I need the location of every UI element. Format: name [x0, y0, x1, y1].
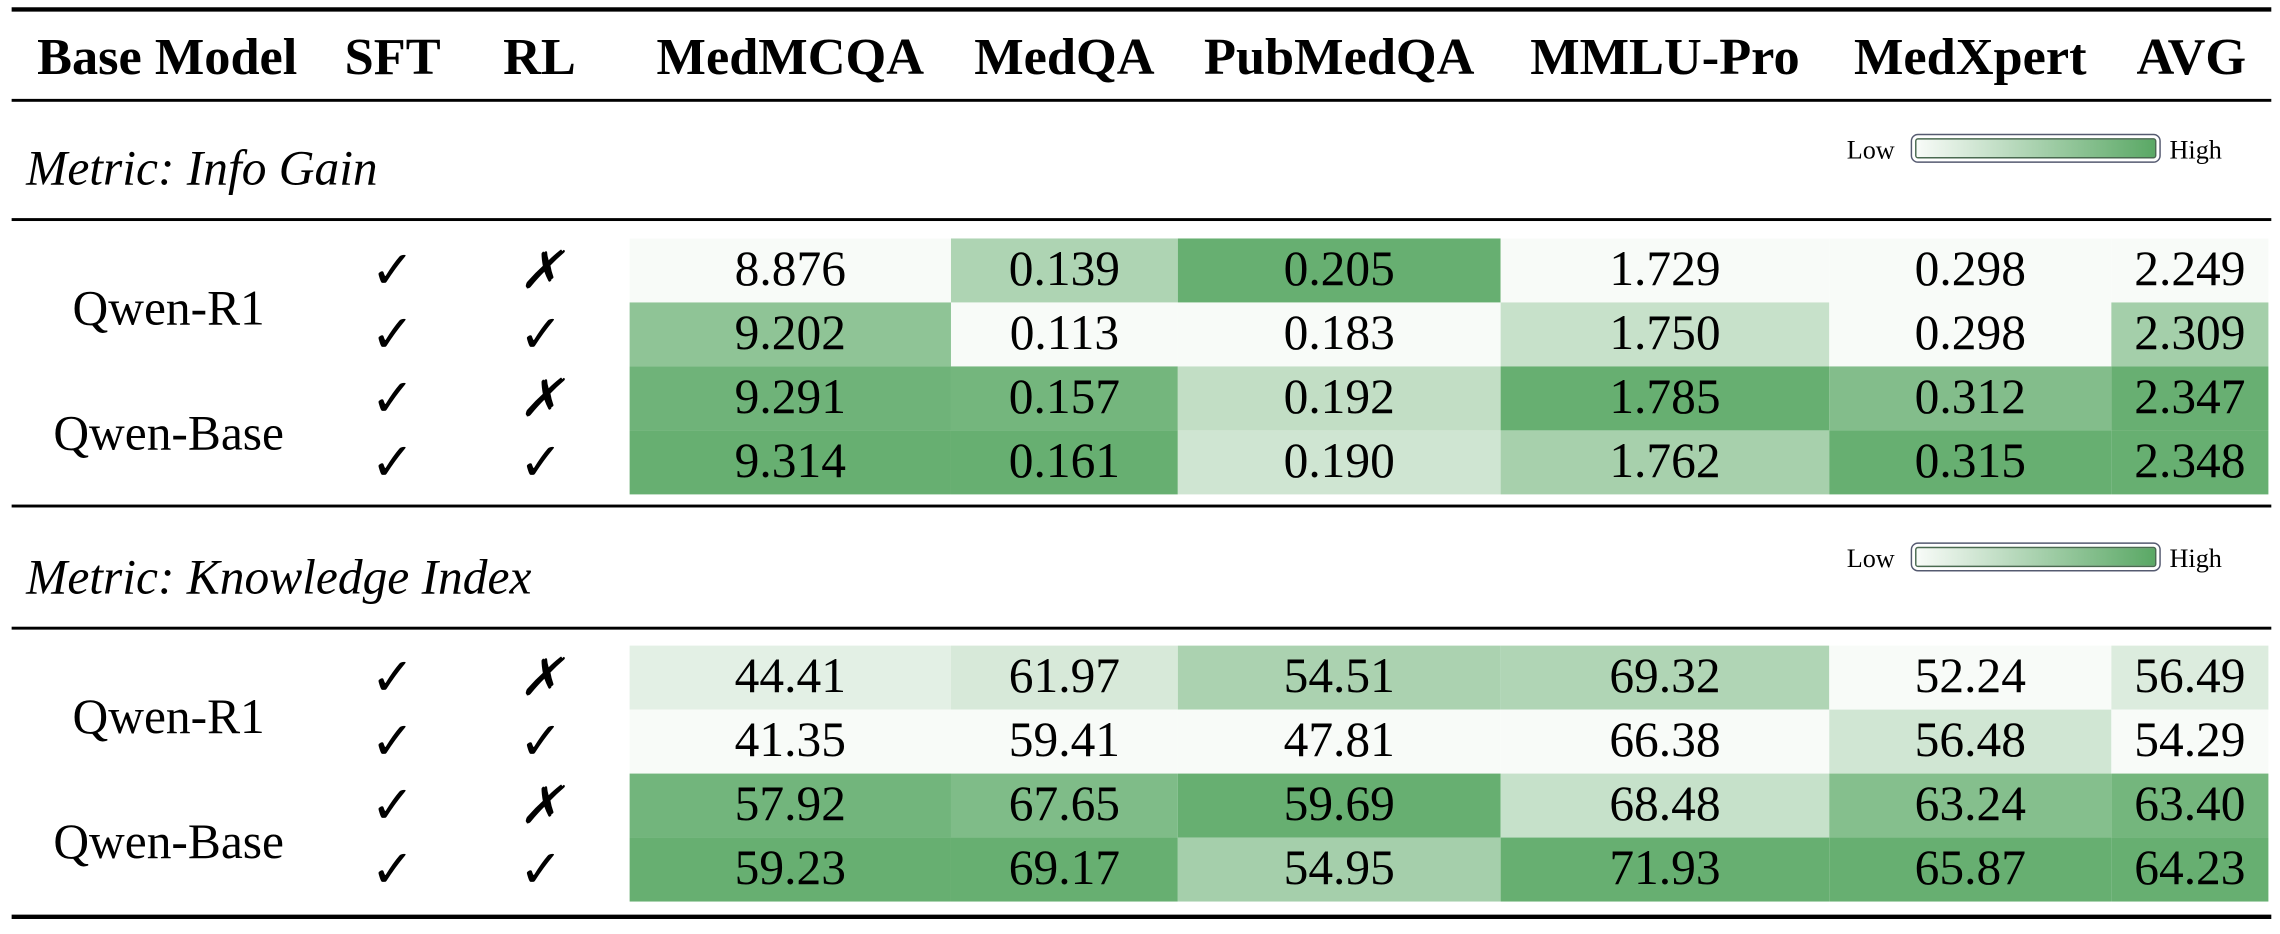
- value-cell: 69.17: [950, 837, 1178, 902]
- value-cell: 8.876: [629, 238, 951, 303]
- section2-rule: [11, 626, 2272, 630]
- value-cell: 56.48: [1829, 709, 2112, 774]
- value-cell: 63.24: [1829, 773, 2112, 838]
- value-cell: 54.95: [1177, 837, 1501, 902]
- value-cell: 64.23: [2111, 837, 2269, 902]
- header-base-model: Base Model: [37, 27, 298, 86]
- model-label: Qwen-Base: [53, 407, 285, 461]
- value-cell: 9.291: [629, 366, 951, 431]
- value-cell: 0.298: [1829, 238, 2112, 303]
- value-cell: 68.48: [1500, 773, 1830, 838]
- value-cell: 2.347: [2111, 366, 2269, 431]
- header-rl: RL: [503, 27, 576, 86]
- value-cell: 56.49: [2111, 645, 2269, 710]
- section-title-info-gain: Metric: Info Gain: [26, 142, 378, 197]
- value-cell: 0.157: [950, 366, 1178, 431]
- value-cell: 0.183: [1177, 302, 1501, 367]
- sft-check-icon: ✓: [370, 305, 415, 364]
- value-cell: 0.205: [1177, 238, 1501, 303]
- header-mmlu-pro: MMLU-Pro: [1530, 27, 1800, 86]
- legend-low-label: Low: [1846, 135, 1895, 165]
- value-cell: 9.314: [629, 430, 951, 495]
- value-cell: 0.192: [1177, 366, 1501, 431]
- header-avg: AVG: [2136, 27, 2247, 86]
- model-label: Qwen-R1: [72, 282, 265, 336]
- rl-check-icon: ✓: [518, 305, 563, 364]
- value-cell: 1.762: [1500, 430, 1830, 495]
- sft-check-icon: ✓: [370, 433, 415, 492]
- legend-high-label: High: [2169, 543, 2222, 573]
- value-cell: 2.309: [2111, 302, 2269, 367]
- sft-check-icon: ✓: [370, 712, 415, 771]
- color-legend: Low High: [1844, 539, 2240, 577]
- legend-high-label: High: [2169, 135, 2222, 165]
- sft-check-icon: ✓: [370, 369, 415, 428]
- sft-check-icon: ✓: [370, 241, 415, 300]
- value-cell: 1.729: [1500, 238, 1830, 303]
- value-cell: 59.23: [629, 837, 951, 902]
- header-medxpert: MedXpert: [1854, 27, 2087, 86]
- model-label: Qwen-Base: [53, 815, 285, 870]
- value-cell: 63.40: [2111, 773, 2269, 838]
- value-cell: 0.315: [1829, 430, 2112, 495]
- sft-check-icon: ✓: [370, 840, 415, 899]
- value-cell: 0.312: [1829, 366, 2112, 431]
- value-cell: 66.38: [1500, 709, 1830, 774]
- value-cell: 0.161: [950, 430, 1178, 495]
- value-cell: 41.35: [629, 709, 951, 774]
- header-rule: [11, 98, 2272, 102]
- legend-gradient-bar: [1910, 542, 2161, 572]
- value-cell: 65.87: [1829, 837, 2112, 902]
- value-cell: 61.97: [950, 645, 1178, 710]
- section-divider-rule: [11, 504, 2272, 508]
- value-cell: 0.190: [1177, 430, 1501, 495]
- top-rule: [11, 7, 2272, 12]
- value-cell: 0.298: [1829, 302, 2112, 367]
- value-cell: 69.32: [1500, 645, 1830, 710]
- rl-cross-icon: ✗: [518, 648, 563, 707]
- legend-gradient-bar: [1910, 133, 2161, 163]
- value-cell: 54.29: [2111, 709, 2269, 774]
- rl-cross-icon: ✗: [518, 241, 563, 300]
- rl-check-icon: ✓: [518, 712, 563, 771]
- sft-check-icon: ✓: [370, 776, 415, 835]
- value-cell: 2.249: [2111, 238, 2269, 303]
- value-cell: 1.785: [1500, 366, 1830, 431]
- section-title-knowledge-index: Metric: Knowledge Index: [26, 551, 532, 605]
- model-label: Qwen-R1: [72, 690, 265, 745]
- rl-cross-icon: ✗: [518, 369, 563, 428]
- value-cell: 52.24: [1829, 645, 2112, 710]
- value-cell: 2.348: [2111, 430, 2269, 495]
- value-cell: 67.65: [950, 773, 1178, 838]
- value-cell: 0.139: [950, 238, 1178, 303]
- bottom-rule: [11, 914, 2272, 919]
- value-cell: 0.113: [950, 302, 1178, 367]
- value-cell: 71.93: [1500, 837, 1830, 902]
- sft-check-icon: ✓: [370, 648, 415, 707]
- header-medmcqa: MedMCQA: [656, 27, 925, 86]
- value-cell: 57.92: [629, 773, 951, 838]
- value-cell: 47.81: [1177, 709, 1501, 774]
- rl-cross-icon: ✗: [518, 776, 563, 835]
- legend-low-label: Low: [1846, 543, 1895, 573]
- value-cell: 44.41: [629, 645, 951, 710]
- value-cell: 59.69: [1177, 773, 1501, 838]
- header-medqa: MedQA: [974, 27, 1155, 86]
- rl-check-icon: ✓: [518, 840, 563, 899]
- value-cell: 59.41: [950, 709, 1178, 774]
- header-sft: SFT: [344, 27, 441, 86]
- value-cell: 1.750: [1500, 302, 1830, 367]
- section1-rule: [11, 218, 2272, 222]
- value-cell: 54.51: [1177, 645, 1501, 710]
- rl-check-icon: ✓: [518, 433, 563, 492]
- value-cell: 9.202: [629, 302, 951, 367]
- header-pubmedqa: PubMedQA: [1203, 27, 1475, 86]
- color-legend: Low High: [1844, 131, 2240, 169]
